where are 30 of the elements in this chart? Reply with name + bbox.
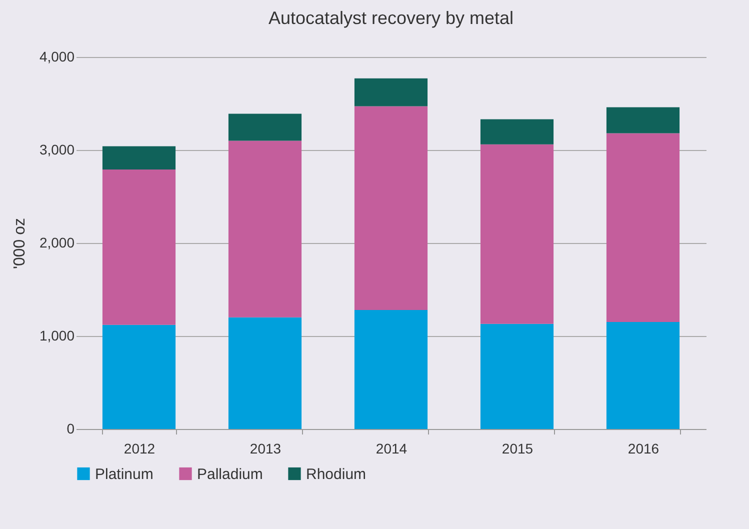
bar [354, 78, 428, 106]
y-tick-label: 2,000 [39, 234, 75, 250]
x-tick-label: 2013 [250, 440, 282, 456]
bar [228, 317, 302, 429]
bar [354, 106, 428, 310]
y-tick-label: 4,000 [39, 48, 75, 64]
x-tick-label: 2014 [376, 440, 408, 456]
x-tick-label: 2015 [502, 440, 534, 456]
bar [102, 146, 176, 170]
x-tick-label: 2012 [124, 440, 156, 456]
x-tick-label: 2016 [628, 440, 660, 456]
y-tick-label: 3,000 [39, 142, 75, 158]
bar [480, 144, 554, 324]
bar [480, 324, 554, 429]
legend-label: Platinum [95, 466, 154, 483]
bar [606, 133, 680, 322]
bar [354, 310, 428, 429]
bar [606, 107, 680, 134]
chart-title: Autocatalyst recovery by metal [268, 8, 514, 28]
bar [102, 324, 176, 429]
bar [606, 322, 680, 429]
bar [480, 119, 554, 144]
bar [102, 170, 176, 325]
bar [228, 114, 302, 141]
legend-label: Rhodium [306, 466, 366, 483]
bar [228, 140, 302, 318]
y-axis-title: '000 oz [11, 218, 28, 270]
legend-label: Palladium [197, 466, 263, 483]
y-tick-label: 1,000 [39, 328, 75, 344]
y-tick-label: 0 [66, 420, 75, 436]
